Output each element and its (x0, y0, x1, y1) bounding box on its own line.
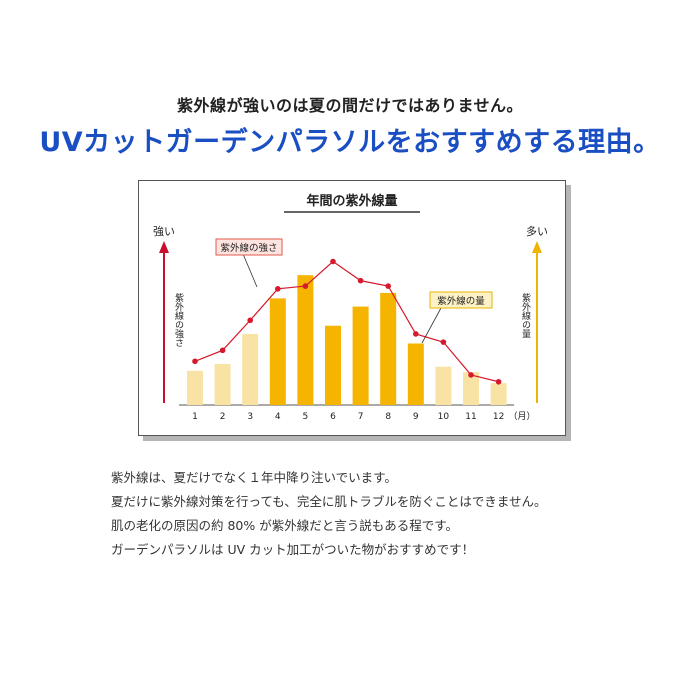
line-point-month-10 (440, 339, 447, 345)
uv-chart-panel: 年間の紫外線量 強い 紫外線の強さ 多い 紫外線の量 1 2 3 4 5 6 7 8 9 10 11… (138, 180, 566, 436)
bar-month-1 (187, 370, 203, 405)
bar-month-6 (325, 325, 341, 405)
line-point-month-2 (219, 347, 226, 354)
x-tick-label: 11 (465, 412, 476, 422)
page-title: UVカットガーデンパラソルをおすすめする理由。 (39, 127, 661, 158)
uv-strength-line (194, 260, 499, 383)
x-tick-label: 2 (220, 412, 226, 422)
x-tick-labels: 1 2 3 4 5 6 7 8 9 10 11 12 (192, 412, 504, 422)
bar-month-3 (242, 333, 259, 405)
uv-chart: 年間の紫外線量 強い 紫外線の強さ 多い 紫外線の量 1 2 3 4 5 6 7 8 9 10 11… (153, 193, 548, 422)
x-tick-label: 7 (358, 412, 364, 422)
x-tick-label: 8 (385, 412, 391, 422)
bar-label-leader (421, 307, 442, 344)
x-tick-label: 1 (192, 412, 198, 422)
bar-month-10 (435, 366, 452, 405)
x-tick-label: 9 (413, 412, 419, 422)
x-tick-label: 6 (330, 412, 336, 422)
right-axis-arrowhead (532, 241, 542, 253)
line-layer (192, 258, 502, 385)
line-point-month-9 (413, 331, 419, 337)
line-point-month-6 (330, 258, 336, 265)
line-point-month-5 (302, 283, 309, 289)
bar-month-8 (380, 292, 397, 405)
subtitle: 紫外線が強いのは夏の間だけではありません。 (176, 96, 524, 115)
explanation-line: 肌の老化の原因の約 80% が紫外線だと言う説もある程です。 (111, 518, 458, 533)
line-point-month-11 (468, 372, 474, 378)
explanation-line: 紫外線は、夏だけでなく１年中降り注いでいます。 (111, 470, 397, 485)
line-series-label: 紫外線の強さ (220, 242, 277, 254)
bars-layer (187, 275, 507, 405)
x-tick-label: 10 (438, 412, 450, 422)
line-label-leader (242, 253, 258, 288)
bar-label-box (429, 291, 493, 309)
bar-month-7 (352, 306, 369, 405)
x-tick-label: 4 (275, 412, 281, 422)
line-point-month-1 (192, 358, 198, 365)
chart-title: 年間の紫外線量 (306, 193, 397, 209)
left-axis-arrowhead (159, 241, 169, 253)
bar-month-5 (297, 275, 314, 405)
explanation-line: ガーデンパラソルは UV カット加工がついた物がおすすめです！ (111, 542, 475, 557)
bar-month-2 (214, 364, 231, 405)
explanation-line: 夏だけに紫外線対策を行っても、完全に肌トラブルを防ぐことはできません。 (111, 494, 547, 509)
line-point-month-8 (385, 283, 391, 289)
line-point-month-7 (357, 277, 364, 284)
bar-month-11 (463, 372, 479, 405)
line-point-month-12 (495, 378, 502, 385)
x-axis-unit: （月） (508, 411, 535, 422)
x-tick-label: 3 (247, 412, 253, 422)
right-axis-side-label: 紫外線の量 (520, 293, 531, 338)
explanation-text: 紫外線は、夏だけでなく１年中降り注いでいます。 夏だけに紫外線対策を行っても、完… (111, 466, 631, 562)
x-tick-label: 12 (493, 412, 504, 422)
left-axis-top-label: 強い (153, 225, 175, 238)
bar-month-12 (490, 383, 507, 405)
line-label-box (215, 238, 283, 256)
x-tick-label: 5 (303, 412, 309, 422)
line-point-month-4 (275, 286, 281, 292)
left-axis-side-label: 紫外線の強さ (173, 293, 184, 347)
bar-series-label: 紫外線の量 (437, 295, 485, 307)
bar-month-9 (407, 343, 424, 405)
bar-month-4 (269, 298, 286, 405)
line-point-month-3 (247, 317, 253, 324)
right-axis-top-label: 多い (526, 224, 548, 238)
